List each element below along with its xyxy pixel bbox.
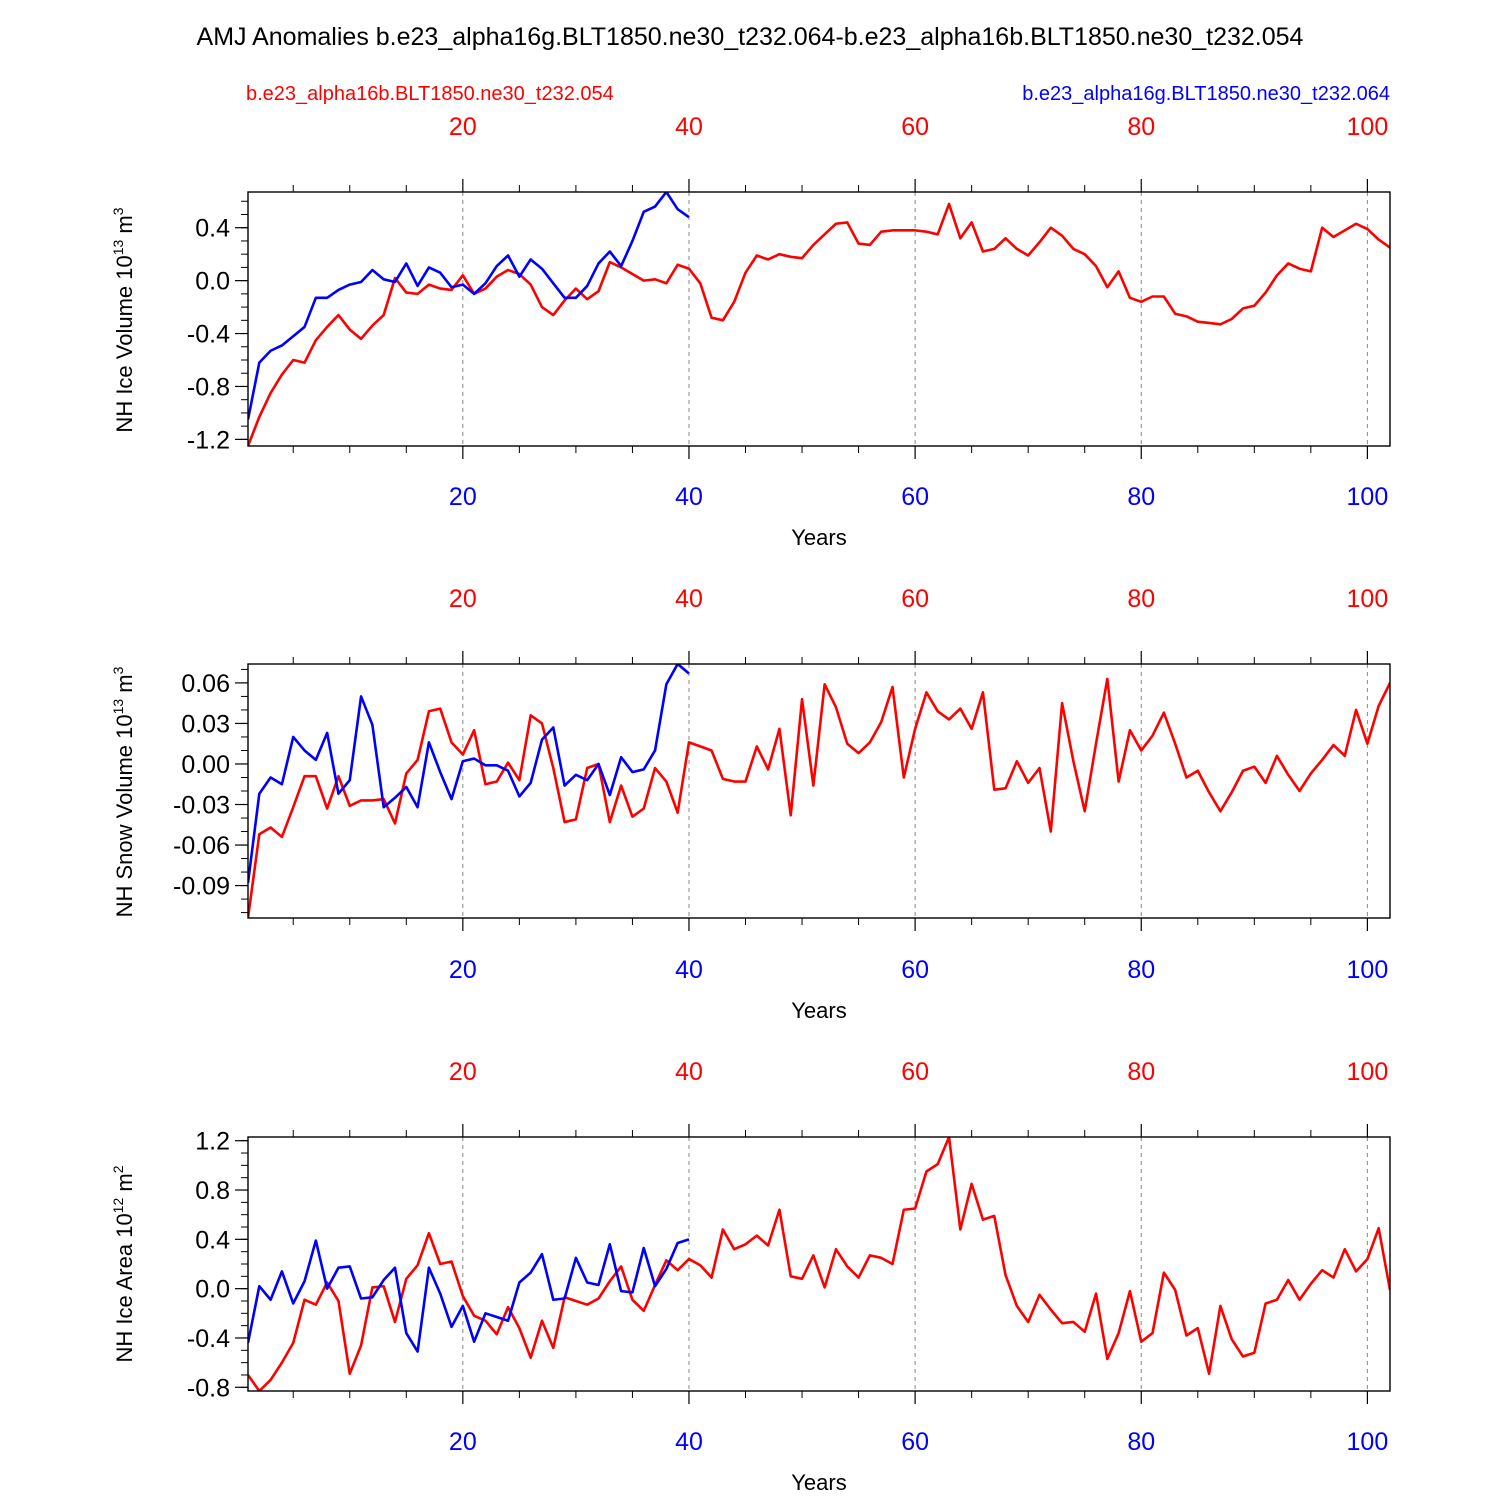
y-tick-label: -0.8 — [187, 373, 230, 401]
plot-frame — [247, 663, 1391, 919]
x-tick-label-bottom: 100 — [1347, 956, 1389, 984]
x-tick-label-bottom: 20 — [449, 956, 477, 984]
x-tick-label-top: 80 — [1127, 1058, 1155, 1086]
x-tick-label-top: 60 — [901, 1058, 929, 1086]
legend-blue-label: b.e23_alpha16g.BLT1850.ne30_t232.064 — [1022, 83, 1390, 105]
x-axis-label: Years — [791, 525, 846, 550]
y-tick-label: 0.0 — [195, 268, 230, 296]
x-tick-label-top: 40 — [675, 1058, 703, 1086]
y-tick-label: -0.4 — [187, 321, 230, 349]
x-axis-label: Years — [791, 998, 846, 1023]
x-tick-label-top: 60 — [901, 585, 929, 613]
x-tick-label-top: 40 — [675, 585, 703, 613]
x-tick-label-bottom: 100 — [1347, 483, 1389, 511]
x-tick-label-bottom: 80 — [1127, 483, 1155, 511]
y-tick-label: -0.09 — [173, 873, 230, 901]
y-tick-label: -1.2 — [187, 426, 230, 454]
x-tick-label-bottom: 80 — [1127, 1428, 1155, 1456]
x-tick-label-top: 40 — [675, 113, 703, 141]
y-axis-label: NH Ice Area 1012 m2 — [110, 1165, 137, 1362]
x-tick-label-top: 80 — [1127, 113, 1155, 141]
x-tick-label-bottom: 80 — [1127, 956, 1155, 984]
chart-panel-1: 20 20 40 40 60 60 80 80 100 100 -1.2 -0.8 -0.4 0.0 0.4… — [110, 113, 1391, 550]
y-tick-label: 0.06 — [181, 670, 230, 698]
series-line-red — [248, 1137, 1390, 1391]
series-line-red — [248, 677, 1390, 918]
x-tick-label-top: 80 — [1127, 585, 1155, 613]
x-tick-label-top: 20 — [449, 1058, 477, 1086]
x-tick-label-top: 20 — [449, 585, 477, 613]
x-tick-label-top: 100 — [1347, 585, 1389, 613]
x-tick-label-bottom: 20 — [449, 1428, 477, 1456]
x-tick-label-bottom: 40 — [675, 483, 703, 511]
y-axis-label: NH Ice Volume 1013 m3 — [110, 207, 137, 432]
x-tick-label-bottom: 60 — [901, 483, 929, 511]
x-tick-label-top: 100 — [1347, 113, 1389, 141]
y-tick-label: 0.4 — [195, 215, 230, 243]
series-line-red — [248, 202, 1390, 446]
y-tick-label: -0.03 — [173, 792, 230, 820]
chart-panel-2: 20 20 40 40 60 60 80 80 100 100 -0.09 -0.06 -0.03 0.0… — [110, 585, 1391, 1023]
x-axis-label: Years — [791, 1470, 846, 1495]
x-tick-label-bottom: 40 — [675, 1428, 703, 1456]
chart-title: AMJ Anomalies b.e23_alpha16g.BLT1850.ne3… — [197, 23, 1304, 51]
x-tick-label-bottom: 60 — [901, 1428, 929, 1456]
chart-panel-3: 20 20 40 40 60 60 80 80 100 100 -0.8 -0.4 0.0 0.4 0.8 1… — [110, 1058, 1391, 1495]
series-line-blue — [248, 192, 690, 420]
y-tick-label: 0.00 — [181, 751, 230, 779]
x-tick-label-top: 60 — [901, 113, 929, 141]
y-tick-label: 0.03 — [181, 710, 230, 738]
legend-red-label: b.e23_alpha16b.BLT1850.ne30_t232.054 — [246, 83, 614, 105]
y-tick-label: 0.8 — [195, 1177, 230, 1205]
x-tick-label-bottom: 40 — [675, 956, 703, 984]
y-tick-label: -0.4 — [187, 1325, 230, 1353]
y-tick-label: 0.4 — [195, 1226, 230, 1254]
y-tick-label: -0.8 — [187, 1374, 230, 1402]
x-tick-label-bottom: 20 — [449, 483, 477, 511]
x-tick-label-bottom: 100 — [1347, 1428, 1389, 1456]
y-tick-label: 0.0 — [195, 1276, 230, 1304]
x-tick-label-top: 20 — [449, 113, 477, 141]
plot-frame — [247, 191, 1391, 447]
x-tick-label-top: 100 — [1347, 1058, 1389, 1086]
y-tick-label: -0.06 — [173, 832, 230, 860]
y-tick-label: 1.2 — [195, 1128, 230, 1156]
plot-frame — [247, 1136, 1391, 1392]
y-axis-label: NH Snow Volume 1013 m3 — [110, 666, 137, 917]
x-tick-label-bottom: 60 — [901, 956, 929, 984]
panels: 20 20 40 40 60 60 80 80 100 100 -1.2 -0.8 -0.4 0.0 0.4… — [110, 113, 1391, 1495]
series-line-blue — [248, 664, 690, 884]
series-line-blue — [248, 1238, 690, 1353]
